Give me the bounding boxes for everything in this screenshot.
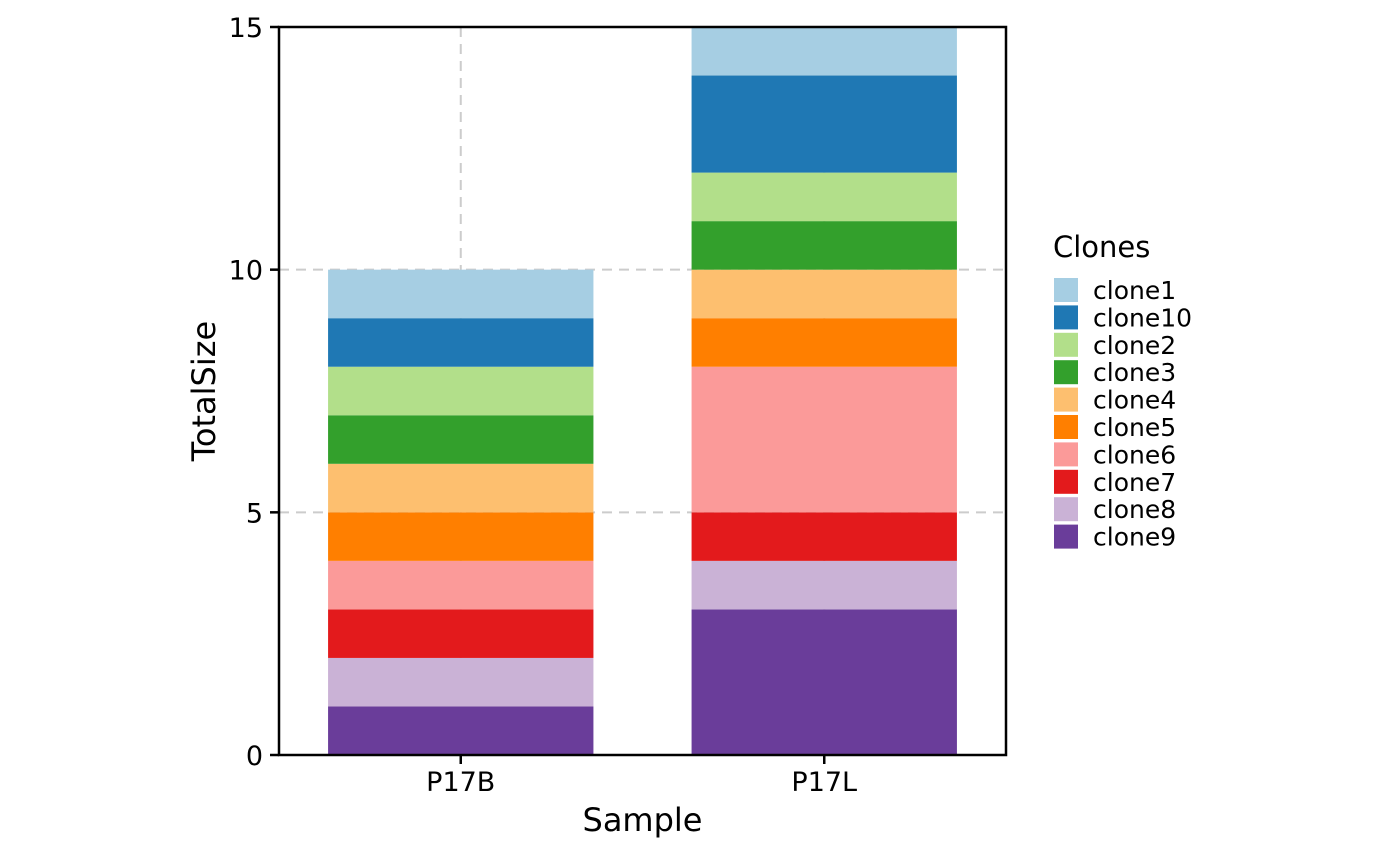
bar-segment-clone1-P17L xyxy=(691,27,957,76)
legend-label-clone3: clone3 xyxy=(1093,358,1176,387)
legend-label-clone5: clone5 xyxy=(1093,413,1176,442)
bar-segment-clone7-P17L xyxy=(691,512,957,561)
y-tick-label: 15 xyxy=(229,13,263,44)
legend-label-clone8: clone8 xyxy=(1093,495,1176,524)
bar-segment-clone8-P17B xyxy=(328,657,594,707)
legend-label-clone2: clone2 xyxy=(1093,331,1176,360)
legend-label-clone7: clone7 xyxy=(1093,468,1176,497)
bar-segment-clone6-P17B xyxy=(328,560,594,610)
bar-segment-clone3-P17B xyxy=(328,415,594,464)
legend-label-clone6: clone6 xyxy=(1093,440,1176,469)
legend-label-clone4: clone4 xyxy=(1093,386,1176,415)
bar-segment-clone2-P17B xyxy=(328,366,594,416)
legend: Clones clone1clone10clone2clone3clone4cl… xyxy=(1053,230,1192,552)
legend-label-clone1: clone1 xyxy=(1093,276,1176,305)
bars xyxy=(328,27,957,755)
bar-segment-clone8-P17L xyxy=(691,560,957,610)
bar-segment-clone5-P17B xyxy=(328,512,594,561)
bar-segment-clone3-P17L xyxy=(691,221,957,270)
y-axis-title: TotalSize xyxy=(185,321,223,462)
legend-label-clone10: clone10 xyxy=(1093,303,1192,332)
x-tick-label: P17L xyxy=(791,767,857,798)
bar-segment-clone1-P17B xyxy=(328,269,594,319)
legend-swatch-clone3 xyxy=(1054,360,1078,385)
plot-frame xyxy=(277,25,1008,757)
legend-swatch-clone6 xyxy=(1054,442,1078,467)
legend-swatch-clone9 xyxy=(1054,524,1078,549)
legend-title: Clones xyxy=(1053,230,1150,264)
legend-swatch-clone4 xyxy=(1054,387,1078,412)
legend-swatch-clone8 xyxy=(1054,497,1078,522)
y-tick-label: 10 xyxy=(229,256,263,287)
bar-segment-clone5-P17L xyxy=(691,318,957,367)
legend-swatch-clone1 xyxy=(1054,278,1078,302)
bar-segment-clone9-P17L xyxy=(691,609,957,755)
legend-swatch-clone10 xyxy=(1054,305,1078,330)
bar-segment-clone9-P17B xyxy=(328,706,594,755)
bar-segment-clone2-P17L xyxy=(691,172,957,222)
legend-swatch-clone7 xyxy=(1054,469,1078,494)
x-axis-title: Sample xyxy=(583,801,703,839)
bar-segment-clone10-P17B xyxy=(328,318,594,367)
y-tick-label: 5 xyxy=(246,498,263,529)
axes: 0 5 10 15 P17B P17L xyxy=(229,13,857,798)
legend-label-clone9: clone9 xyxy=(1093,523,1176,552)
x-tick-label: P17B xyxy=(426,767,495,798)
bar-segment-clone10-P17L xyxy=(691,75,957,173)
bar-segment-clone4-P17B xyxy=(328,463,594,513)
bar-segment-clone4-P17L xyxy=(691,269,957,319)
y-tick-label: 0 xyxy=(246,741,263,772)
bar-segment-clone7-P17B xyxy=(328,609,594,658)
legend-swatch-clone2 xyxy=(1054,332,1078,357)
bar-segment-clone6-P17L xyxy=(691,366,957,513)
legend-swatch-clone5 xyxy=(1054,415,1078,439)
